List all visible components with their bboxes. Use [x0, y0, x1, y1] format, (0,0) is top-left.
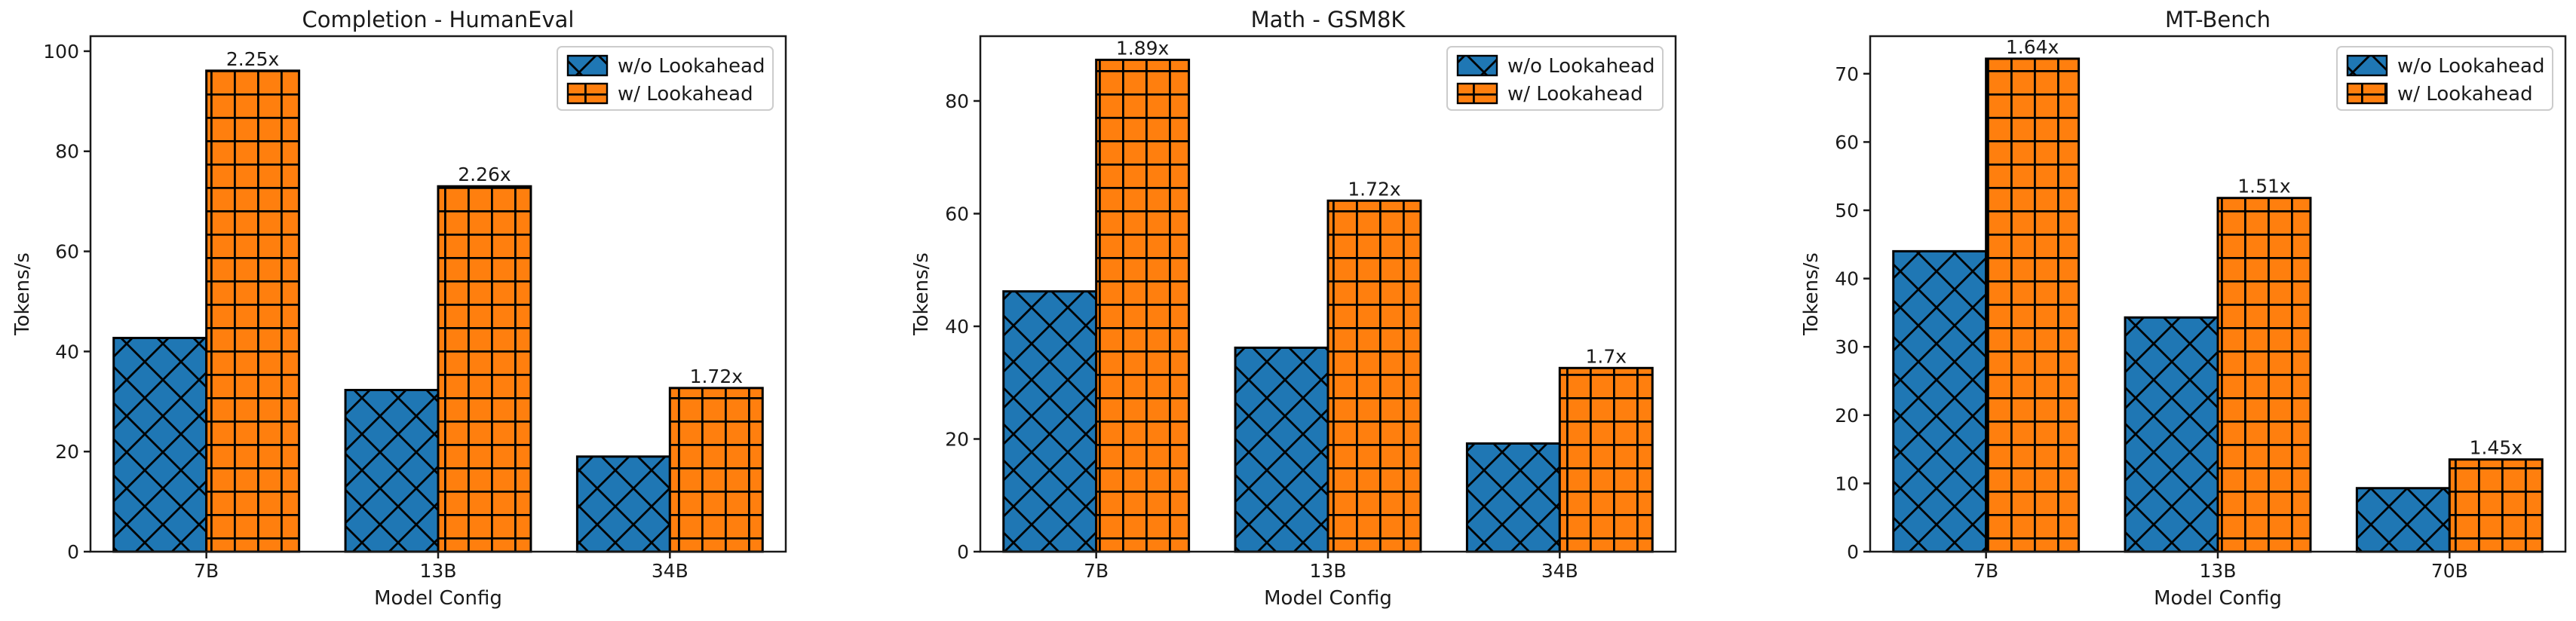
y-tick-label: 0	[957, 541, 969, 563]
bar-w-lookahead-34B	[668, 387, 764, 553]
legend-swatch-w-lookahead	[566, 82, 609, 105]
y-tick-label: 40	[1835, 268, 1859, 290]
legend-box	[557, 46, 774, 111]
y-tick-label: 20	[1835, 405, 1859, 427]
bar-wo-lookahead-13B	[2124, 316, 2219, 553]
y-tick-label: 60	[945, 203, 969, 225]
bar-w-lookahead-13B	[1326, 199, 1422, 553]
y-tick-label: 0	[67, 541, 79, 563]
axes-frame	[979, 35, 1677, 553]
legend: w/o Lookahead w/ Lookahead	[1446, 46, 1664, 111]
bar-w-lookahead-70B	[2448, 458, 2544, 553]
y-tick-label: 20	[945, 428, 969, 450]
speedup-annotation: 1.72x	[1348, 178, 1400, 200]
speedup-annotation: 1.7x	[1586, 345, 1627, 367]
axes-frame	[1869, 35, 2567, 553]
y-tick-label: 100	[43, 41, 79, 63]
speedup-annotation: 2.26x	[458, 164, 511, 185]
speedup-annotation: 1.72x	[690, 366, 743, 387]
legend-label-w-lookahead: w/ Lookahead	[618, 83, 753, 106]
y-axis-label: Tokens/s	[11, 252, 34, 336]
legend-label-w-lookahead: w/ Lookahead	[1507, 83, 1643, 106]
legend-label-wo-lookahead: w/o Lookahead	[1507, 55, 1654, 78]
y-tick-label: 80	[945, 90, 969, 112]
axes-frame	[89, 35, 787, 553]
legend-label-wo-lookahead: w/o Lookahead	[2397, 55, 2544, 78]
speedup-annotation: 1.45x	[2470, 437, 2522, 459]
y-tick-label: 50	[1835, 200, 1859, 222]
legend-swatch-wo-lookahead	[2346, 54, 2388, 77]
bar-wo-lookahead-70B	[2355, 487, 2451, 553]
chart-title: MT-Bench	[2165, 7, 2271, 32]
bar-w-lookahead-7B	[1985, 57, 2081, 553]
x-tick-label: 13B	[420, 560, 457, 582]
y-axis-label: Tokens/s	[910, 252, 933, 336]
speedup-annotation: 1.89x	[1116, 37, 1169, 59]
x-tick-label: 7B	[1084, 560, 1109, 582]
bar-w-lookahead-13B	[437, 185, 532, 553]
bar-w-lookahead-34B	[1558, 366, 1654, 553]
bar-wo-lookahead-7B	[1002, 290, 1098, 553]
bar-w-lookahead-13B	[2216, 197, 2312, 553]
legend-box	[2336, 46, 2553, 111]
legend-swatch-wo-lookahead	[1456, 54, 1498, 77]
x-tick-label: 34B	[652, 560, 688, 582]
x-tick-label: 7B	[194, 560, 219, 582]
x-tick-label: 70B	[2431, 560, 2468, 582]
legend-box	[1446, 46, 1664, 111]
x-tick-label: 13B	[1310, 560, 1347, 582]
legend-swatch-wo-lookahead	[566, 54, 609, 77]
y-tick-label: 60	[1835, 131, 1859, 153]
bar-w-lookahead-7B	[1095, 58, 1191, 553]
speedup-annotation: 1.51x	[2237, 176, 2290, 197]
legend-swatch-w-lookahead	[1456, 82, 1498, 105]
chart-panel-1: 0 20 40 60 80 100 2.25x 7B 2.26x 13B 1.72x 34B Compl…	[11, 7, 787, 610]
chart-title: Math - GSM8K	[1251, 7, 1406, 32]
legend: w/o Lookahead w/ Lookahead	[557, 46, 774, 111]
bar-w-lookahead-7B	[205, 69, 301, 553]
y-tick-label: 0	[1847, 541, 1859, 563]
chart-panel-2: 0 20 40 60 80 1.89x 7B 1.72x 13B 1.7x 34B Math - GS…	[910, 7, 1677, 610]
legend-label-w-lookahead: w/ Lookahead	[2397, 83, 2533, 106]
legend: w/o Lookahead w/ Lookahead	[2336, 46, 2553, 111]
bar-wo-lookahead-13B	[1234, 346, 1329, 553]
y-tick-label: 10	[1835, 473, 1859, 494]
y-tick-label: 40	[945, 316, 969, 338]
x-axis-label: Model Config	[2154, 587, 2282, 610]
speedup-annotation: 2.25x	[226, 48, 279, 70]
y-tick-label: 30	[1835, 336, 1859, 358]
x-tick-label: 7B	[1973, 560, 1998, 582]
bar-wo-lookahead-34B	[1465, 442, 1561, 553]
x-axis-label: Model Config	[1264, 587, 1392, 610]
x-tick-label: 34B	[1541, 560, 1578, 582]
y-axis-label: Tokens/s	[1800, 252, 1823, 336]
y-tick-label: 80	[55, 141, 79, 163]
bar-wo-lookahead-13B	[344, 389, 440, 553]
y-tick-label: 20	[55, 441, 79, 463]
x-axis-label: Model Config	[374, 587, 502, 610]
chart-panel-3: 0 10 20 30 40 50 60 70 1.64x 7B 1.51x 13B 1.45x 70B MT…	[1800, 7, 2567, 610]
chart-title: Completion - HumanEval	[302, 7, 575, 32]
bar-wo-lookahead-7B	[112, 336, 208, 553]
y-tick-label: 70	[1835, 63, 1859, 85]
bar-wo-lookahead-7B	[1892, 249, 1988, 553]
legend-swatch-w-lookahead	[2346, 82, 2388, 105]
y-tick-label: 40	[55, 341, 79, 363]
speedup-annotation: 1.64x	[2006, 36, 2059, 58]
x-tick-label: 13B	[2200, 560, 2237, 582]
bar-wo-lookahead-34B	[575, 455, 671, 553]
legend-label-wo-lookahead: w/o Lookahead	[618, 55, 765, 78]
y-tick-label: 60	[55, 241, 79, 263]
